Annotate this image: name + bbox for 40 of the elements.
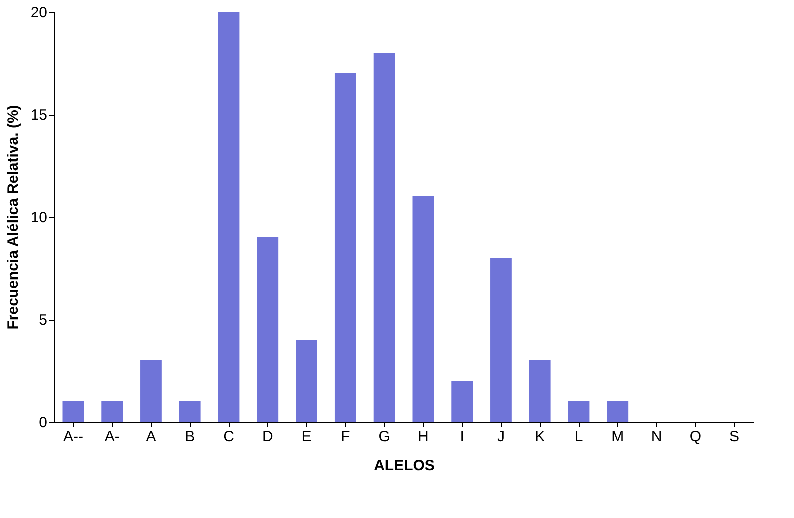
bar bbox=[568, 402, 590, 422]
bar bbox=[296, 340, 318, 422]
x-tick-label: J bbox=[497, 428, 505, 446]
x-tick-label: C bbox=[224, 428, 235, 446]
x-tick-label: A bbox=[146, 428, 156, 446]
x-tick-label: S bbox=[730, 428, 740, 446]
x-tick-label: B bbox=[185, 428, 196, 446]
x-tick-label: N bbox=[651, 428, 662, 446]
x-tick-label: L bbox=[574, 428, 584, 446]
x-tick-label: A- bbox=[104, 428, 120, 446]
y-axis-title: Frecuencia Alélica Relativa. (%) bbox=[4, 105, 22, 330]
bar bbox=[334, 74, 356, 422]
bar bbox=[257, 238, 279, 422]
x-tick-label: I bbox=[460, 428, 464, 446]
bar bbox=[140, 360, 162, 422]
x-tick-label: D bbox=[262, 428, 274, 446]
bar bbox=[412, 196, 434, 422]
bar bbox=[374, 53, 396, 422]
y-tick-label: 15 bbox=[30, 107, 48, 124]
y-tick-label: 0 bbox=[39, 414, 48, 432]
y-tick-label: 20 bbox=[30, 4, 48, 22]
x-tick-label: A-- bbox=[63, 428, 84, 446]
bar bbox=[102, 402, 124, 422]
x-tick-label: Q bbox=[690, 428, 702, 446]
bar bbox=[529, 360, 551, 422]
y-tick-label: 10 bbox=[30, 210, 48, 226]
bar bbox=[607, 402, 629, 422]
y-tick-label: 5 bbox=[39, 312, 48, 329]
x-tick-label: E bbox=[302, 428, 312, 446]
bar bbox=[218, 12, 240, 422]
bar bbox=[490, 258, 512, 422]
x-axis-title: ALELOS bbox=[374, 458, 435, 474]
x-tick-label: M bbox=[612, 428, 624, 446]
bar bbox=[179, 402, 201, 422]
x-tick-label: H bbox=[418, 428, 429, 446]
x-tick-label: G bbox=[378, 428, 390, 446]
bar bbox=[62, 402, 84, 422]
x-tick-label: K bbox=[535, 428, 546, 446]
x-tick-label: F bbox=[341, 428, 350, 446]
bar bbox=[452, 381, 474, 422]
